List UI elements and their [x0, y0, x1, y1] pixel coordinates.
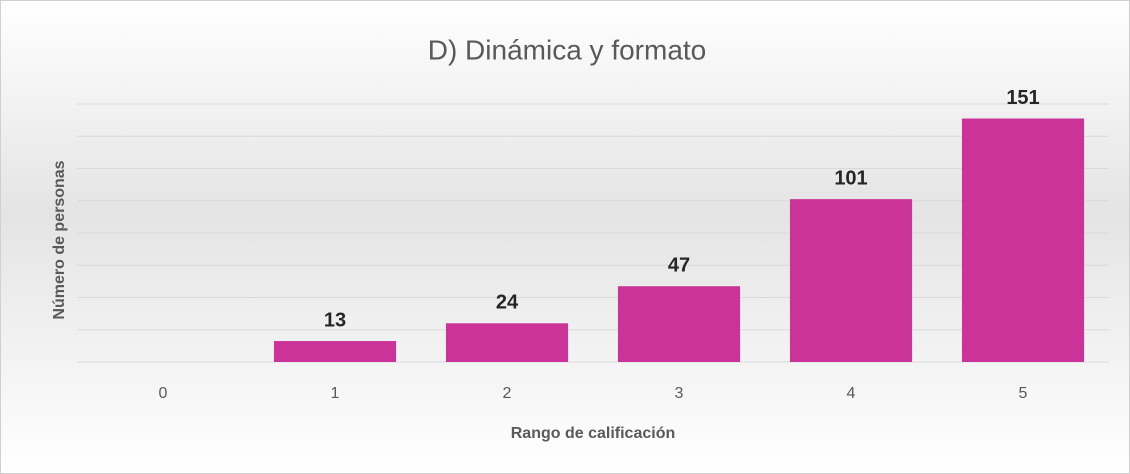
x-tick-label: 3 [675, 385, 684, 402]
y-axis-label: Número de personas [51, 160, 68, 319]
x-tick-label: 0 [159, 385, 168, 402]
x-tick-label: 4 [847, 385, 856, 402]
x-tick-label: 5 [1019, 385, 1028, 402]
data-label: 101 [834, 167, 867, 189]
data-label: 13 [324, 309, 346, 331]
bar [789, 199, 913, 362]
bar [617, 286, 741, 362]
bar [961, 118, 1085, 362]
data-label: 151 [1006, 87, 1039, 109]
data-label: 47 [668, 254, 690, 276]
x-axis-label: Rango de calificación [511, 425, 675, 442]
x-tick-label: 2 [503, 385, 512, 402]
chart-title: D) Dinámica y formato [428, 34, 707, 65]
data-label: 24 [496, 292, 519, 314]
x-tick-label: 1 [331, 385, 340, 402]
bar [445, 323, 569, 362]
bar [273, 341, 397, 362]
